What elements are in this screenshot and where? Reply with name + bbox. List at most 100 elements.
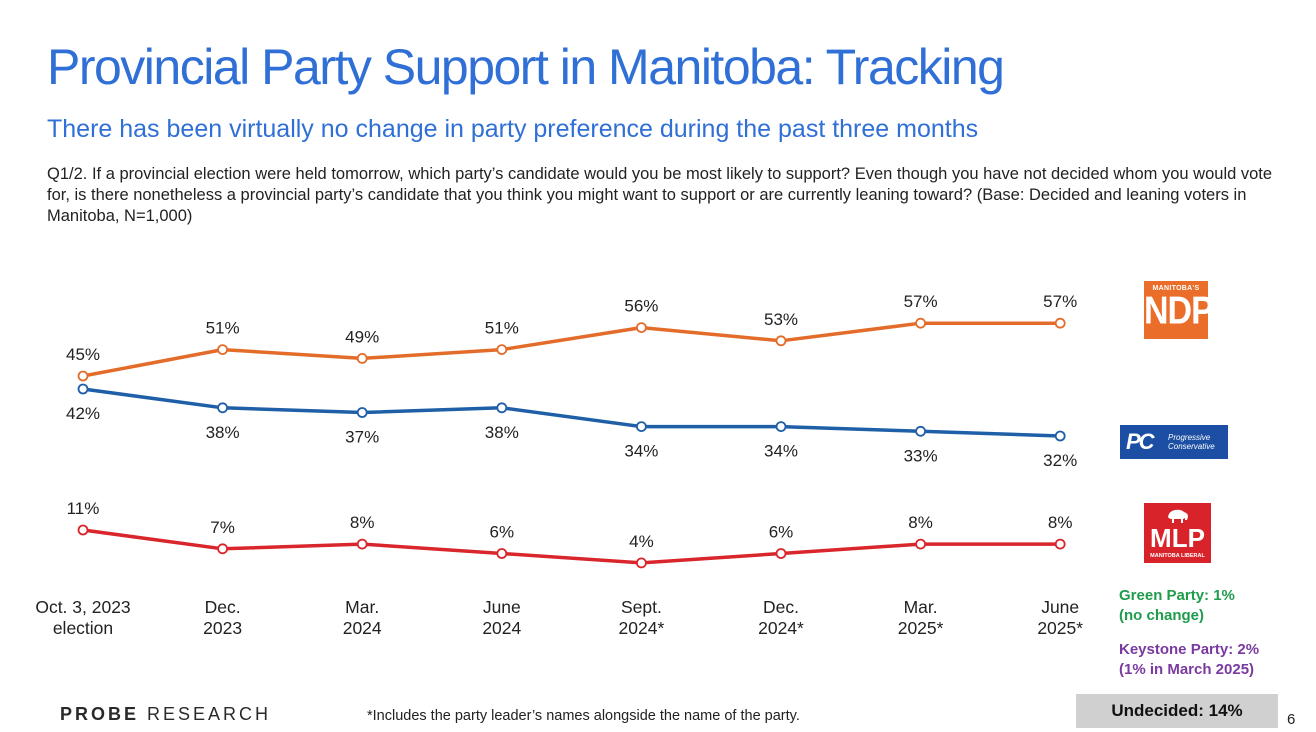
data-point-ndp [496,344,508,356]
data-point-pc [1054,430,1066,442]
x-tick-label: Sept. 2024* [576,597,706,639]
data-point-ndp [775,335,787,347]
data-label-pc: 38% [485,423,519,442]
mlp-logo-text: MLP [1150,523,1205,553]
x-tick-label-line: Mar. [345,597,380,617]
data-label-liberal: 11% [67,499,100,518]
data-label-ndp: 45% [66,345,100,364]
x-tick-label-line: 2025* [1037,618,1084,638]
data-label-pc: 37% [345,428,379,447]
ndp-logo-small-text: MANITOBA'S [1152,285,1200,292]
data-point-liberal [77,524,89,536]
x-tick-label-line: 2024 [342,618,382,638]
x-tick-label-line: Dec. [763,597,799,617]
survey-question: Q1/2. If a provincial election were held… [47,165,1273,225]
series-line-liberal [82,528,1061,565]
data-point-ndp [636,322,647,334]
data-label-pc: 34% [764,442,798,461]
data-label-pc: 32% [1043,451,1077,470]
ndp-logo: MANITOBA'S NDP [1144,281,1214,339]
x-tick-label-line: Mar. [903,597,938,617]
data-point-ndp [1054,317,1066,329]
data-point-pc [217,402,229,414]
data-label-ndp: 57% [1043,292,1077,311]
mlp-logo-small-text: MANITOBA LIBERAL [1150,553,1205,559]
data-label-liberal: 8% [350,513,375,532]
data-label-ndp: 57% [904,292,938,311]
data-point-pc [496,402,508,414]
data-point-liberal [496,548,508,559]
data-point-pc [356,407,368,418]
data-point-liberal [636,557,647,569]
data-label-pc: 42% [66,404,100,423]
x-tick-label-line: 2024* [618,618,665,638]
x-tick-label-line: 2025* [897,618,944,638]
x-tick-label: Dec. 2024* [716,597,846,639]
data-label-liberal: 6% [769,523,794,542]
x-tick-label: Oct. 3, 2023 election [18,597,148,639]
x-tick-label: Dec. 2023 [158,597,288,639]
data-point-ndp [217,344,229,356]
series-line-ndp [82,321,1061,378]
data-label-ndp: 51% [485,319,519,338]
data-point-liberal [775,548,787,559]
footnote: *Includes the party leader’s names along… [367,708,800,724]
data-label-pc: 33% [904,446,938,465]
series-line-pc [82,387,1061,438]
page-number: 6 [1287,711,1296,728]
data-point-liberal [356,538,368,550]
x-tick-label: June 2024 [437,597,567,639]
green-party-line1: Green Party: 1% [1119,587,1235,604]
data-label-ndp: 53% [764,310,798,329]
data-point-liberal [1054,538,1066,550]
data-point-pc [77,383,89,395]
x-tick-label-line: June [482,597,521,617]
green-party-note: Green Party: 1% (no change) [1119,586,1235,626]
probe-research-logo: PROBE RESEARCH [60,704,271,725]
bison-icon [1168,509,1188,523]
x-tick-label: Mar. 2024 [297,597,427,639]
data-label-ndp: 49% [345,327,379,346]
keystone-party-line2: (1% in March 2025) [1119,661,1255,678]
mlp-logo: MLP MANITOBA LIBERAL [1144,503,1211,563]
pc-logo-line1: Progressive [1168,433,1211,442]
x-tick-label-line: 2023 [203,618,243,638]
data-label-liberal: 6% [490,523,515,542]
pc-logo-line2: Conservative [1168,442,1215,451]
x-tick-label-line: Sept. [620,597,662,617]
data-label-ndp: 51% [206,319,240,338]
brand-rest: RESEARCH [139,704,272,724]
keystone-party-line1: Keystone Party: 2% [1119,641,1260,658]
x-tick-label-line: 2024 [482,618,522,638]
x-tick-label: Mar. 2025* [856,597,986,639]
data-point-pc [775,421,787,433]
data-label-liberal: 4% [629,532,654,551]
data-point-pc [636,421,647,433]
data-point-liberal [915,538,926,550]
x-tick-label-line: 2024* [758,618,804,638]
data-point-pc [915,425,926,437]
x-tick-label: June 2025* [995,597,1125,639]
x-tick-label-line: Oct. 3, 2023 [35,597,131,617]
data-label-liberal: 8% [908,513,933,532]
x-tick-label-line: Dec. [204,597,241,617]
pc-logo: PC Progressive Conservative [1120,425,1228,459]
data-label-liberal: 7% [210,518,235,537]
pc-logo-text: Progressive Conservative [1168,433,1215,451]
data-point-ndp [356,352,368,364]
page-title: Provincial Party Support in Manitoba: Tr… [47,39,1005,95]
data-point-ndp [77,370,89,382]
data-point-ndp [915,317,926,329]
pc-logo-mark: PC [1126,429,1155,454]
page-subtitle: There has been virtually no change in pa… [47,115,979,143]
data-point-liberal [217,543,229,555]
x-tick-label-line: June [1041,597,1080,617]
data-label-pc: 34% [624,442,658,461]
data-label-ndp: 56% [624,297,658,316]
undecided-box: Undecided: 14% [1076,694,1278,728]
keystone-party-note: Keystone Party: 2% (1% in March 2025) [1119,640,1259,680]
data-label-liberal: 8% [1048,513,1073,532]
brand-bold: PROBE [60,704,140,724]
ndp-logo-text: NDP [1144,289,1214,333]
